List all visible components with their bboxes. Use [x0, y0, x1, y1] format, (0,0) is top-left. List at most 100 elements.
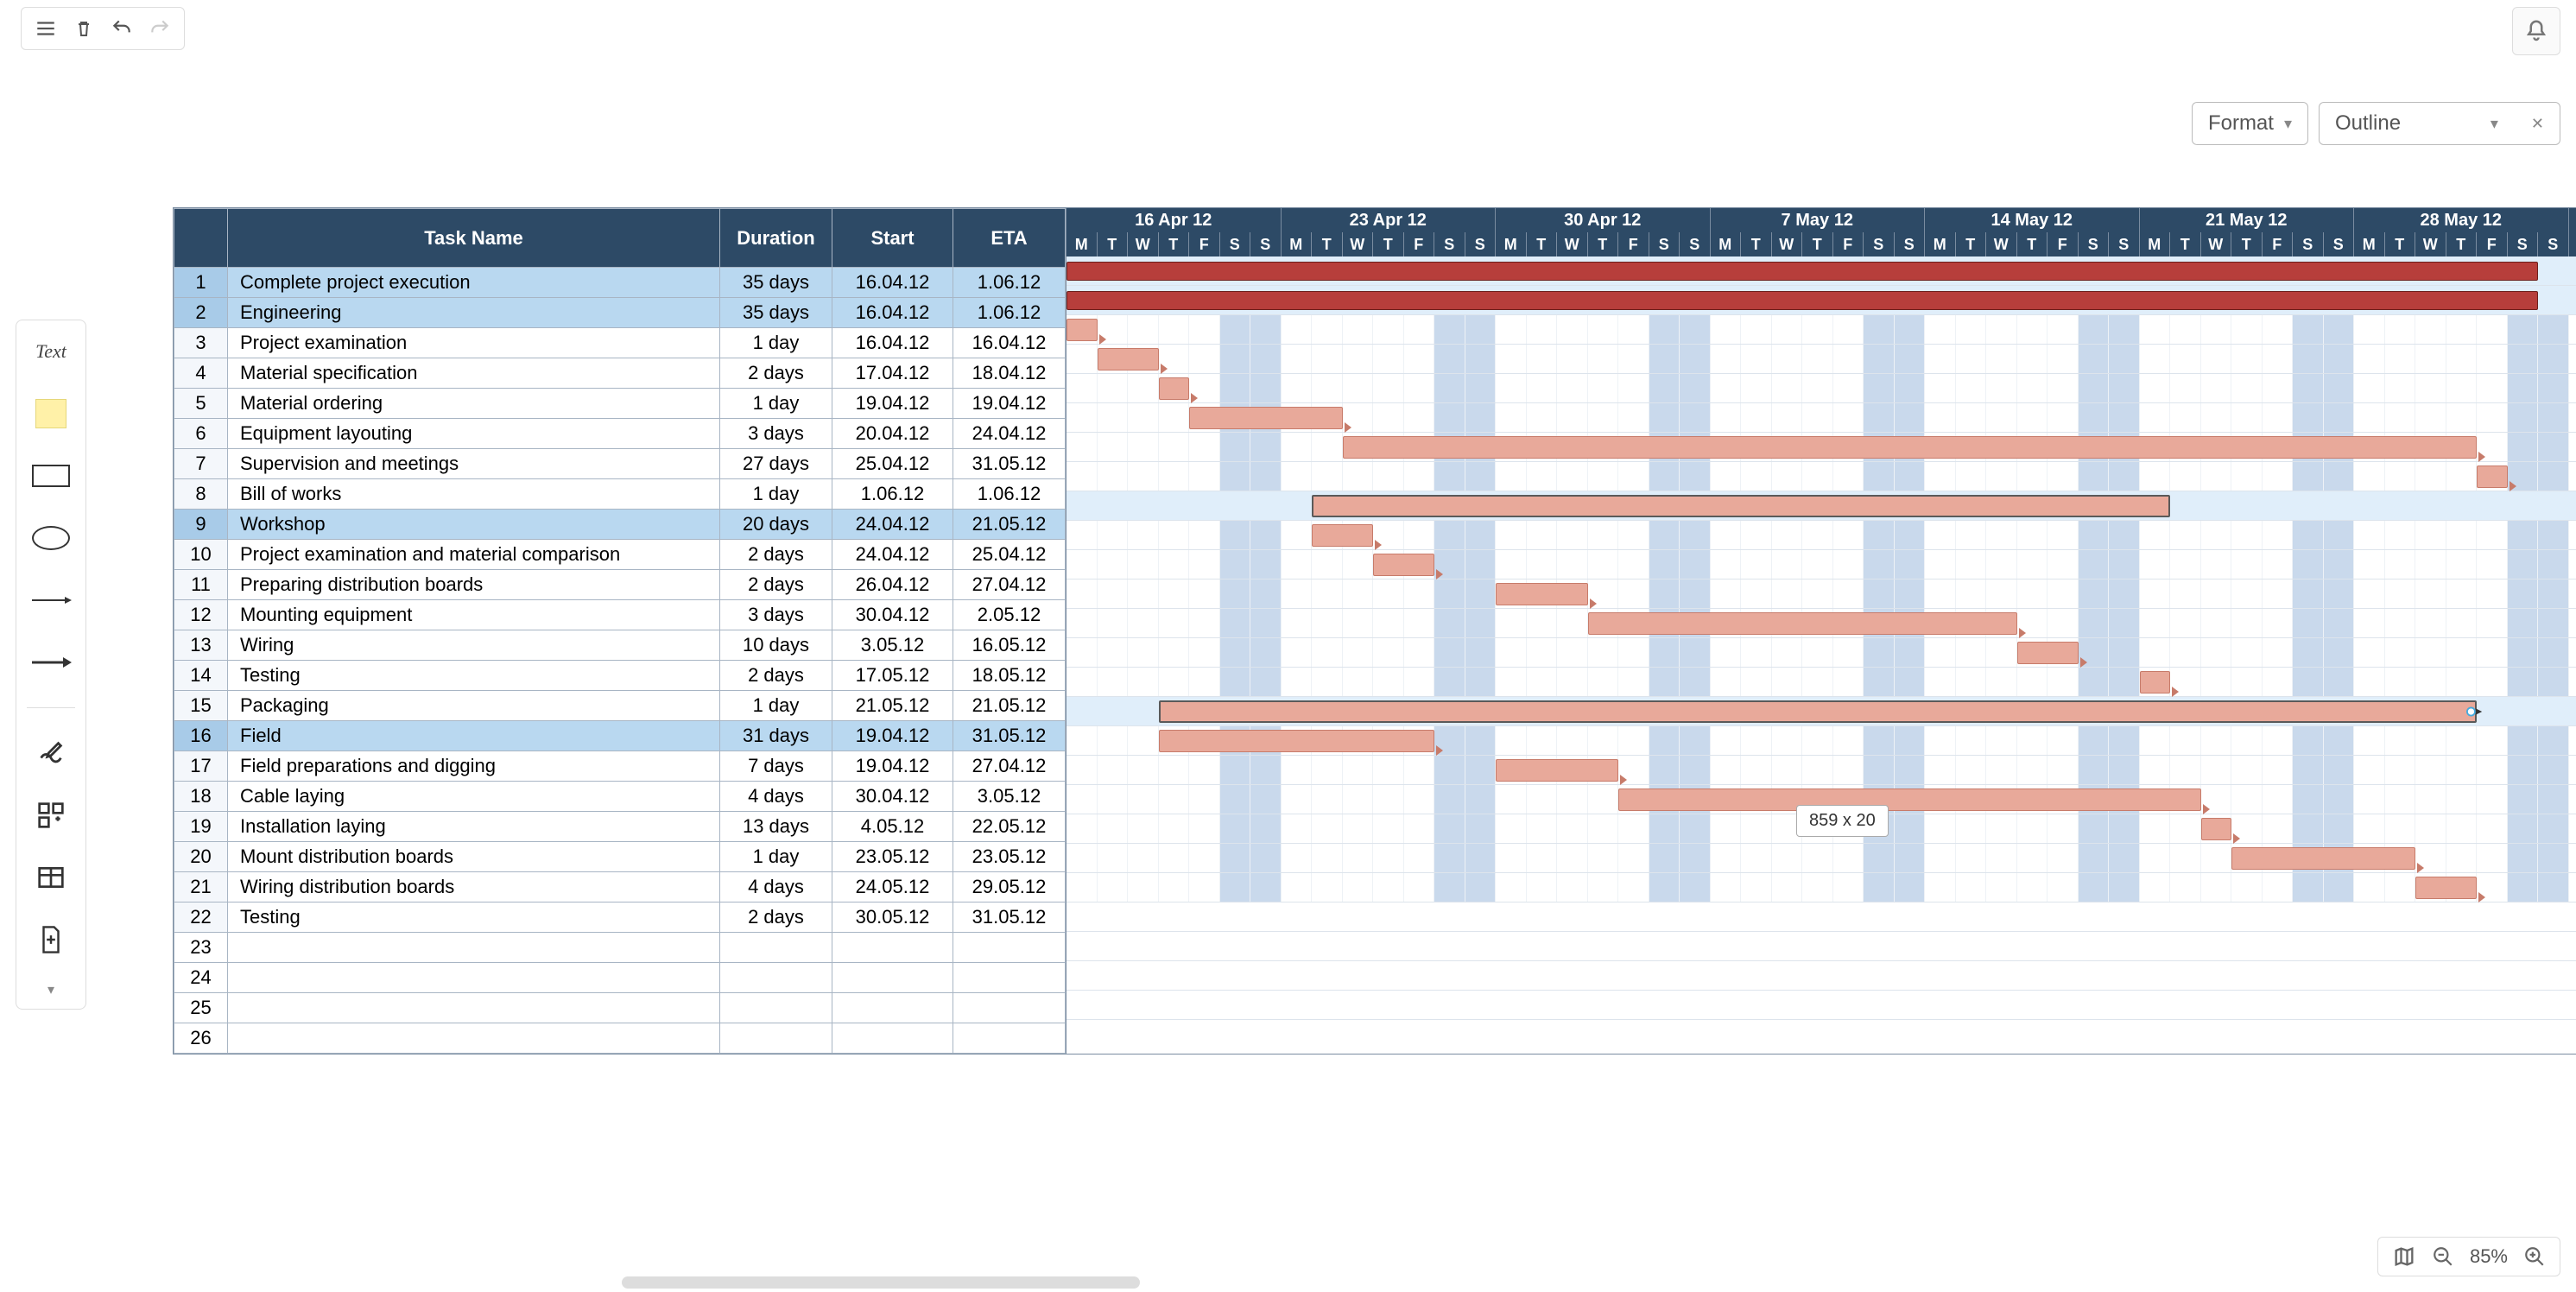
timeline-row[interactable]: [1066, 609, 2576, 638]
cell-duration[interactable]: [720, 933, 832, 963]
table-row[interactable]: 5Material ordering1 day19.04.1219.04.12: [174, 389, 1066, 419]
gantt-bar[interactable]: [2140, 671, 2171, 694]
cell-duration[interactable]: 2 days: [720, 358, 832, 389]
shapes-tool[interactable]: [27, 795, 75, 836]
close-icon[interactable]: ✕: [2531, 115, 2544, 133]
table-row[interactable]: 23: [174, 933, 1066, 963]
timeline-row[interactable]: [1066, 315, 2576, 345]
cell-eta[interactable]: 2.05.12: [953, 600, 1066, 630]
gantt-bar[interactable]: [1312, 495, 2170, 517]
cell-start[interactable]: 19.04.12: [832, 389, 953, 419]
cell-eta[interactable]: 31.05.12: [953, 721, 1066, 751]
cell-start[interactable]: [832, 1023, 953, 1054]
gantt-bar[interactable]: [1098, 348, 1159, 370]
cell-start[interactable]: [832, 933, 953, 963]
gantt-bar[interactable]: [1343, 436, 2478, 459]
cell-start[interactable]: 16.04.12: [832, 268, 953, 298]
table-row[interactable]: 3Project examination1 day16.04.1216.04.1…: [174, 328, 1066, 358]
cell-duration[interactable]: 7 days: [720, 751, 832, 782]
cell-duration[interactable]: 35 days: [720, 298, 832, 328]
cell-eta[interactable]: [953, 1023, 1066, 1054]
cell-eta[interactable]: 1.06.12: [953, 479, 1066, 510]
cell-taskname[interactable]: Bill of works: [228, 479, 720, 510]
gantt-bar[interactable]: [1373, 554, 1434, 576]
table-row[interactable]: 2Engineering35 days16.04.121.06.12: [174, 298, 1066, 328]
table-row[interactable]: 4Material specification2 days17.04.1218.…: [174, 358, 1066, 389]
cell-start[interactable]: 26.04.12: [832, 570, 953, 600]
table-row[interactable]: 21Wiring distribution boards4 days24.05.…: [174, 872, 1066, 902]
cell-eta[interactable]: 29.05.12: [953, 872, 1066, 902]
timeline-row[interactable]: [1066, 991, 2576, 1020]
cell-taskname[interactable]: Material specification: [228, 358, 720, 389]
cell-duration[interactable]: 1 day: [720, 389, 832, 419]
cell-eta[interactable]: [953, 933, 1066, 963]
timeline-row[interactable]: [1066, 756, 2576, 785]
cell-taskname[interactable]: Wiring distribution boards: [228, 872, 720, 902]
cell-start[interactable]: 19.04.12: [832, 721, 953, 751]
cell-start[interactable]: 17.04.12: [832, 358, 953, 389]
cell-eta[interactable]: 22.05.12: [953, 812, 1066, 842]
timeline-row[interactable]: [1066, 374, 2576, 403]
cell-eta[interactable]: 16.04.12: [953, 328, 1066, 358]
gantt-bar[interactable]: [1312, 524, 1373, 547]
undo-button[interactable]: [104, 13, 139, 44]
cell-start[interactable]: 24.04.12: [832, 540, 953, 570]
format-dropdown[interactable]: Format ▾: [2192, 102, 2308, 145]
cell-taskname[interactable]: Equipment layouting: [228, 419, 720, 449]
cell-eta[interactable]: 23.05.12: [953, 842, 1066, 872]
cell-duration[interactable]: 20 days: [720, 510, 832, 540]
cell-start[interactable]: 3.05.12: [832, 630, 953, 661]
col-duration[interactable]: Duration: [720, 209, 832, 268]
arrow-tool[interactable]: [27, 642, 75, 683]
cell-eta[interactable]: 24.04.12: [953, 419, 1066, 449]
col-eta[interactable]: ETA: [953, 209, 1066, 268]
zoom-out-button[interactable]: [2432, 1245, 2454, 1268]
cell-duration[interactable]: 31 days: [720, 721, 832, 751]
timeline-row[interactable]: [1066, 902, 2576, 932]
cell-taskname[interactable]: Supervision and meetings: [228, 449, 720, 479]
cell-start[interactable]: 30.05.12: [832, 902, 953, 933]
timeline-row[interactable]: [1066, 638, 2576, 668]
gantt-bar[interactable]: [2415, 877, 2477, 899]
cell-eta[interactable]: 27.04.12: [953, 751, 1066, 782]
gantt-bar[interactable]: [1066, 291, 2538, 310]
timeline-row[interactable]: [1066, 550, 2576, 580]
freehand-tool[interactable]: [27, 732, 75, 774]
redo-button[interactable]: [142, 13, 177, 44]
gantt-bar[interactable]: [1496, 583, 1588, 605]
table-tool[interactable]: [27, 857, 75, 898]
cell-duration[interactable]: 1 day: [720, 328, 832, 358]
timeline-body[interactable]: [1066, 256, 2576, 1020]
cell-taskname[interactable]: Project examination and material compari…: [228, 540, 720, 570]
cell-eta[interactable]: 31.05.12: [953, 902, 1066, 933]
cell-duration[interactable]: 1 day: [720, 842, 832, 872]
col-taskname[interactable]: Task Name: [228, 209, 720, 268]
timeline-row[interactable]: [1066, 433, 2576, 462]
cell-eta[interactable]: 3.05.12: [953, 782, 1066, 812]
cell-taskname[interactable]: Wiring: [228, 630, 720, 661]
timeline-row[interactable]: [1066, 580, 2576, 609]
trash-button[interactable]: [66, 13, 101, 44]
cell-eta[interactable]: [953, 963, 1066, 993]
cell-start[interactable]: 16.04.12: [832, 328, 953, 358]
timeline-row[interactable]: [1066, 286, 2576, 315]
timeline-row[interactable]: [1066, 873, 2576, 902]
cell-taskname[interactable]: Installation laying: [228, 812, 720, 842]
gantt-bar[interactable]: [1066, 319, 1098, 341]
text-tool[interactable]: Text: [27, 331, 75, 372]
cell-eta[interactable]: [953, 993, 1066, 1023]
cell-taskname[interactable]: Material ordering: [228, 389, 720, 419]
table-row[interactable]: 13Wiring10 days3.05.1216.05.12: [174, 630, 1066, 661]
table-row[interactable]: 16Field31 days19.04.1231.05.12: [174, 721, 1066, 751]
cell-eta[interactable]: 18.05.12: [953, 661, 1066, 691]
timeline-row[interactable]: [1066, 668, 2576, 697]
cell-duration[interactable]: 1 day: [720, 691, 832, 721]
gantt-bar[interactable]: [2017, 642, 2079, 664]
cell-duration[interactable]: [720, 993, 832, 1023]
cell-start[interactable]: 30.04.12: [832, 782, 953, 812]
cell-duration[interactable]: 2 days: [720, 540, 832, 570]
cell-eta[interactable]: 19.04.12: [953, 389, 1066, 419]
cell-duration[interactable]: [720, 1023, 832, 1054]
gantt-bar[interactable]: [2231, 847, 2415, 870]
cell-taskname[interactable]: Project examination: [228, 328, 720, 358]
